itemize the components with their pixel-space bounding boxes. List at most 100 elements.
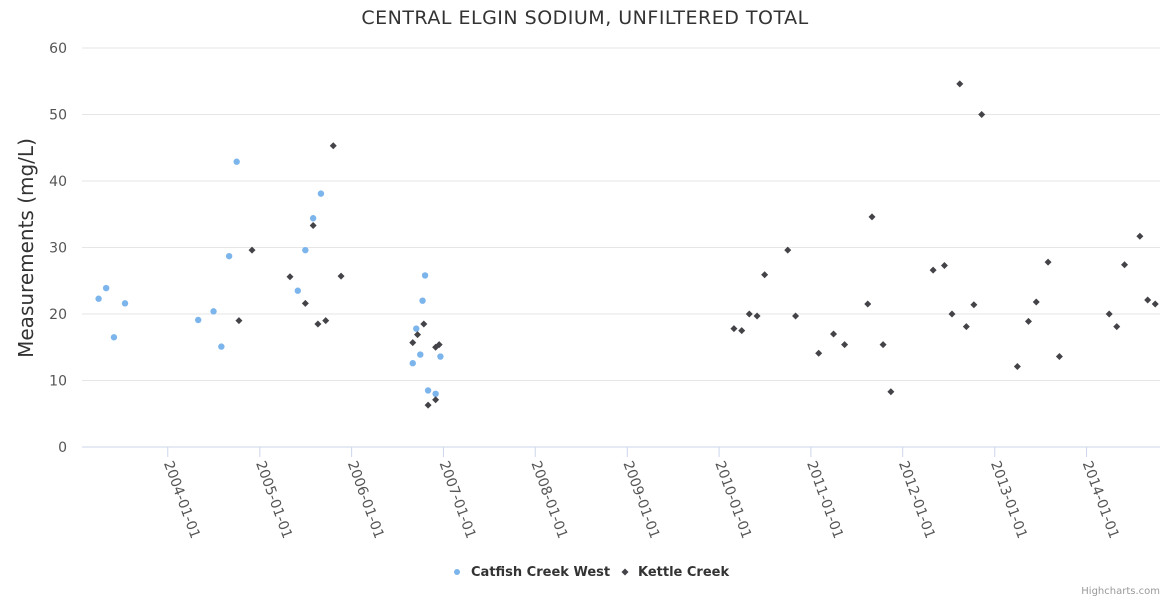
data-point[interactable] [329,142,337,150]
data-point[interactable] [753,312,761,320]
data-point[interactable] [95,295,102,302]
x-tick-label: 2005-01-01 [252,459,295,541]
x-tick-label: 2010-01-01 [711,459,754,541]
data-point[interactable] [978,111,986,118]
data-point[interactable] [218,343,225,350]
data-point[interactable] [195,316,202,324]
chart-title: CENTRAL ELGIN SODIUM, UNFILTERED TOTAL [361,7,808,29]
data-point[interactable] [225,252,233,260]
x-tick-label: 2011-01-01 [803,459,846,541]
data-point[interactable] [1151,300,1159,308]
data-point[interactable] [409,360,416,367]
data-point[interactable] [309,222,317,230]
data-point[interactable] [864,300,872,308]
y-tick-label: 60 [49,41,67,57]
y-tick-label: 30 [49,241,67,257]
data-point[interactable] [424,387,432,394]
data-point[interactable] [435,341,443,349]
data-point[interactable] [437,353,444,360]
series-kettle-creek [235,80,1159,409]
legend-label-kettle-creek: Kettle Creek [638,565,729,580]
y-tick-label: 40 [49,174,67,190]
x-tick-label: 2012-01-01 [895,459,938,541]
data-point[interactable] [413,325,420,332]
data-point[interactable] [417,351,424,358]
data-point[interactable] [1055,353,1063,361]
plot-area [95,80,1159,409]
data-point[interactable] [1032,298,1040,306]
x-tick-label: 2014-01-01 [1079,459,1122,541]
data-point[interactable] [235,317,243,325]
data-point[interactable] [337,272,345,280]
data-point[interactable] [1044,258,1052,266]
y-tick-label: 20 [49,307,67,323]
x-axis-ticks: 2004-01-01 2005-01-01 2006-01-01 2007-01-01… [160,447,1122,541]
data-point[interactable] [879,341,887,349]
data-point[interactable] [420,320,428,328]
data-point[interactable] [1113,323,1121,331]
data-point[interactable] [1024,317,1032,325]
data-point[interactable] [830,330,838,338]
legend-item-catfish-creek-west[interactable]: Catfish Creek West [454,565,610,580]
data-point[interactable] [432,396,440,404]
data-point[interactable] [970,301,978,309]
grid [82,47,1160,448]
legend-item-kettle-creek[interactable]: Kettle Creek [621,565,730,580]
series-catfish-creek-west [95,158,444,397]
data-point[interactable] [745,310,753,318]
data-point[interactable] [948,310,956,318]
data-point[interactable] [761,271,769,279]
y-axis-ticks: 0 10 20 30 40 50 60 [49,41,67,456]
data-point[interactable] [294,287,302,294]
y-tick-label: 0 [58,440,67,456]
legend-label-catfish-creek-west: Catfish Creek West [471,565,610,580]
data-point[interactable] [929,266,937,274]
data-point[interactable] [421,272,429,279]
data-point[interactable] [1121,261,1129,269]
data-point[interactable] [409,339,417,347]
legend-marker-kettle-creek [621,568,629,576]
data-point[interactable] [419,297,426,304]
data-point[interactable] [432,390,439,397]
data-point[interactable] [1105,310,1113,318]
y-tick-label: 10 [49,374,67,390]
data-point[interactable] [424,401,432,409]
data-point[interactable] [730,325,738,333]
data-point[interactable] [815,349,823,357]
data-point[interactable] [286,273,294,281]
data-point[interactable] [121,300,129,307]
data-point[interactable] [956,80,964,88]
data-point[interactable] [868,213,876,221]
data-point[interactable] [309,215,317,222]
y-axis-title: Measurements (mg/L) [14,138,38,358]
data-point[interactable] [210,308,217,315]
data-point[interactable] [317,190,325,197]
credits-link[interactable]: Highcharts.com [1081,586,1160,597]
legend-marker-catfish-creek-west [454,569,460,575]
data-point[interactable] [233,158,240,165]
data-point[interactable] [784,246,792,254]
data-point[interactable] [322,317,330,325]
data-point[interactable] [792,312,800,320]
x-tick-label: 2007-01-01 [436,459,479,541]
data-point[interactable] [110,334,118,341]
data-point[interactable] [1013,363,1021,371]
data-point[interactable] [738,327,746,335]
data-point[interactable] [1136,232,1144,240]
x-tick-label: 2009-01-01 [620,459,663,541]
data-point[interactable] [301,299,309,307]
x-tick-label: 2008-01-01 [527,459,570,541]
data-point[interactable] [940,261,948,269]
data-point[interactable] [248,246,256,254]
data-point[interactable] [302,246,309,254]
x-tick-label: 2013-01-01 [987,459,1030,541]
data-point[interactable] [102,284,110,292]
data-point[interactable] [1144,296,1152,304]
data-point[interactable] [414,331,422,339]
data-point[interactable] [962,323,970,331]
legend: Catfish Creek West Kettle Creek [454,565,729,580]
data-point[interactable] [841,341,849,349]
data-point[interactable] [314,320,322,328]
data-point[interactable] [887,388,895,396]
